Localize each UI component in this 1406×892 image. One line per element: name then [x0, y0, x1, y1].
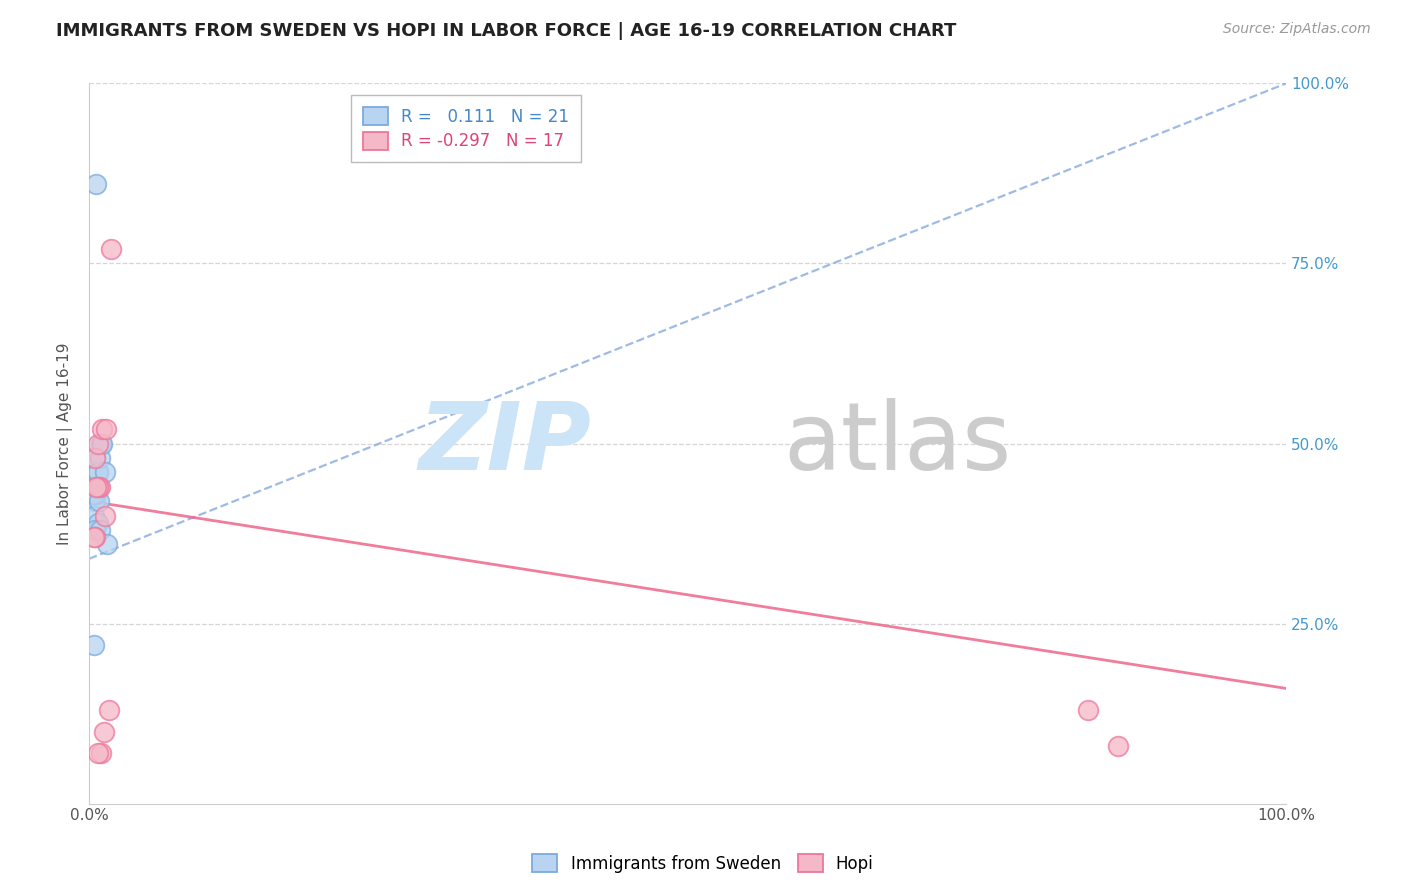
Point	[89, 523, 111, 537]
Point	[1107, 739, 1129, 753]
Point	[87, 494, 110, 508]
Point	[98, 703, 121, 717]
Point	[91, 422, 114, 436]
Point	[86, 480, 108, 494]
Point	[83, 480, 105, 494]
Point	[100, 242, 122, 256]
Point	[93, 508, 115, 523]
Point	[89, 450, 111, 465]
Point	[93, 466, 115, 480]
Point	[86, 466, 108, 480]
Point	[86, 746, 108, 760]
Point	[84, 530, 107, 544]
Legend: Immigrants from Sweden, Hopi: Immigrants from Sweden, Hopi	[526, 847, 880, 880]
Point	[90, 436, 112, 450]
Point	[1077, 703, 1099, 717]
Point	[86, 436, 108, 450]
Text: Source: ZipAtlas.com: Source: ZipAtlas.com	[1223, 22, 1371, 37]
Text: atlas: atlas	[783, 398, 1011, 490]
Point	[91, 436, 114, 450]
Point	[89, 480, 111, 494]
Point	[83, 530, 105, 544]
Point	[86, 178, 108, 192]
Point	[84, 450, 107, 465]
Y-axis label: In Labor Force | Age 16-19: In Labor Force | Age 16-19	[58, 343, 73, 545]
Point	[83, 638, 105, 652]
Point	[86, 466, 108, 480]
Point	[86, 487, 108, 501]
Point	[83, 487, 105, 501]
Point	[84, 523, 107, 537]
Point	[93, 724, 115, 739]
Point	[84, 494, 107, 508]
Point	[86, 480, 108, 494]
Legend: R =   0.111   N = 21, R = -0.297   N = 17: R = 0.111 N = 21, R = -0.297 N = 17	[352, 95, 581, 161]
Point	[90, 746, 112, 760]
Point	[87, 480, 110, 494]
Point	[84, 450, 107, 465]
Point	[83, 508, 105, 523]
Point	[96, 537, 118, 551]
Point	[94, 422, 117, 436]
Point	[86, 480, 108, 494]
Text: ZIP: ZIP	[419, 398, 592, 490]
Point	[86, 516, 108, 530]
Text: IMMIGRANTS FROM SWEDEN VS HOPI IN LABOR FORCE | AGE 16-19 CORRELATION CHART: IMMIGRANTS FROM SWEDEN VS HOPI IN LABOR …	[56, 22, 956, 40]
